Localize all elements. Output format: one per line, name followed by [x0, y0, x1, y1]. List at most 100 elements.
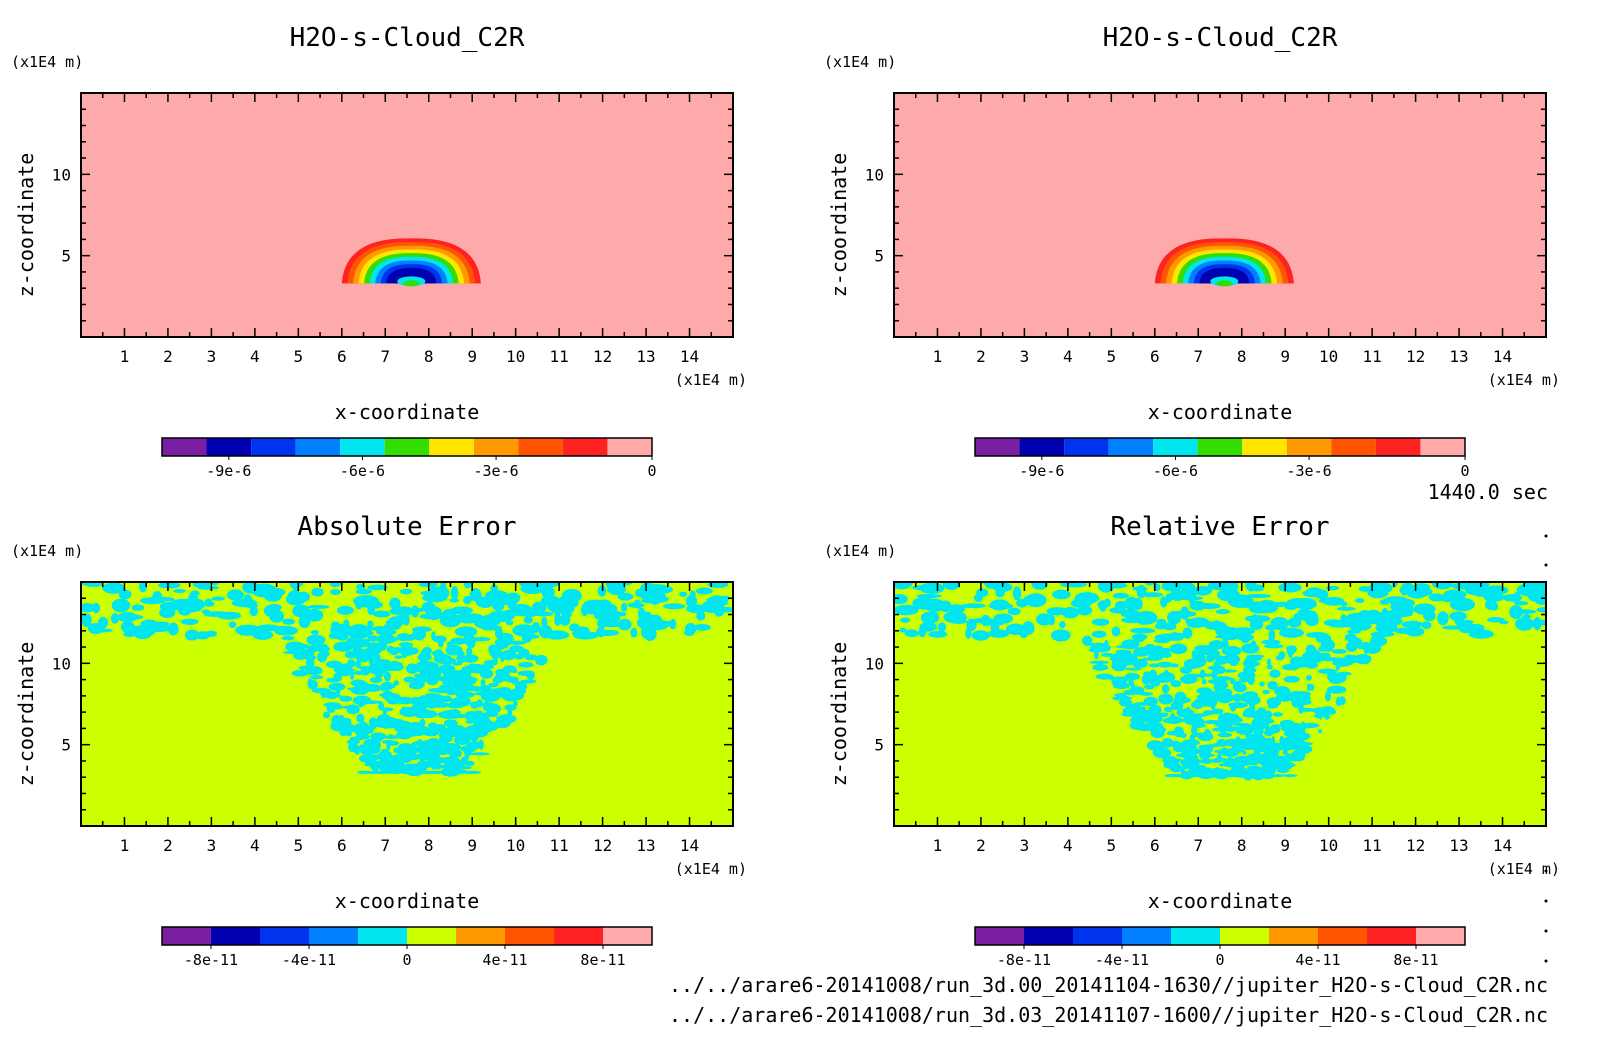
x-tick-label: 13 — [1449, 347, 1468, 366]
x-axis-label: x-coordinate — [1148, 400, 1293, 424]
colorbar-tick-label: -9e-6 — [1019, 462, 1064, 480]
error-speckle — [466, 646, 473, 656]
error-speckle — [1286, 736, 1305, 747]
error-speckle — [300, 617, 308, 626]
error-speckle — [512, 700, 518, 707]
error-speckle — [1399, 584, 1422, 596]
colorbar-segment — [358, 927, 407, 945]
dot-mark — [1544, 563, 1548, 567]
x-tick-label: 11 — [550, 836, 569, 855]
error-speckle — [1336, 671, 1352, 676]
error-speckle — [469, 770, 479, 774]
x-tick-label: 7 — [380, 347, 390, 366]
error-speckle — [1232, 722, 1251, 727]
error-speckle — [904, 630, 920, 638]
error-speckle — [192, 582, 205, 588]
error-speckle — [1196, 694, 1213, 700]
colorbar-segment — [206, 438, 252, 456]
error-speckle — [377, 759, 387, 771]
colorbar-segment — [1064, 438, 1109, 456]
x-tick-label: 12 — [1406, 836, 1425, 855]
error-speckle — [398, 634, 410, 642]
error-speckle — [204, 630, 217, 638]
error-speckle — [918, 626, 927, 638]
error-speckle — [522, 634, 540, 640]
error-speckle — [483, 660, 495, 665]
colorbar-segment — [295, 438, 341, 456]
error-speckle — [1245, 769, 1264, 776]
error-speckle — [369, 761, 375, 769]
error-speckle — [1305, 675, 1312, 681]
error-speckle — [292, 604, 310, 618]
colorbar-tick-label: -6e-6 — [1153, 462, 1198, 480]
error-speckle — [501, 649, 517, 661]
error-speckle — [1227, 769, 1234, 776]
error-speckle — [1229, 703, 1237, 712]
error-speckle — [1189, 600, 1206, 611]
error-speckle — [943, 610, 967, 624]
error-speckle — [1129, 686, 1145, 694]
error-speckle — [1178, 718, 1198, 723]
error-speckle — [408, 633, 422, 639]
plot-area — [81, 93, 733, 337]
error-speckle — [461, 680, 473, 685]
error-speckle — [1377, 613, 1394, 621]
error-speckle — [617, 618, 632, 631]
error-speckle — [305, 666, 323, 676]
error-speckle — [228, 621, 237, 628]
error-speckle — [1241, 644, 1259, 649]
error-speckle — [488, 610, 515, 623]
error-speckle — [1247, 674, 1255, 685]
error-speckle — [367, 584, 388, 591]
error-speckle — [1129, 721, 1146, 731]
error-speckle — [1089, 645, 1110, 650]
error-speckle — [145, 624, 157, 636]
x-tick-label: 12 — [593, 347, 612, 366]
y-tick-label: 5 — [874, 736, 884, 755]
error-speckle — [540, 595, 561, 607]
y-tick-label: 10 — [52, 654, 71, 673]
error-speckle — [1236, 759, 1245, 769]
error-speckle — [1287, 617, 1302, 628]
error-speckle — [1306, 683, 1312, 692]
error-speckle — [973, 593, 983, 602]
error-speckle — [1390, 612, 1413, 618]
error-speckle — [1216, 722, 1231, 729]
x-tick-label: 4 — [250, 836, 260, 855]
colorbar-segment — [607, 438, 652, 456]
x-tick-label: 4 — [1063, 347, 1073, 366]
x-tick-label: 5 — [294, 836, 304, 855]
colorbar-segment — [456, 927, 505, 945]
error-speckle — [1152, 747, 1172, 759]
error-speckle — [1023, 595, 1041, 603]
colorbar-segment — [162, 927, 211, 945]
error-speckle — [1128, 675, 1134, 687]
error-speckle — [184, 629, 200, 641]
error-speckle — [1325, 585, 1340, 591]
error-speckle — [1182, 748, 1191, 754]
error-speckle — [340, 695, 349, 701]
error-speckle — [1245, 593, 1272, 599]
error-speckle — [961, 603, 986, 609]
error-speckle — [1451, 582, 1474, 590]
error-speckle — [372, 653, 381, 662]
error-speckle — [409, 696, 423, 705]
error-speckle — [1016, 598, 1029, 608]
x-axis-label: x-coordinate — [335, 889, 480, 913]
error-speckle — [371, 739, 381, 751]
error-speckle — [919, 582, 945, 594]
error-speckle — [1439, 595, 1456, 603]
error-speckle — [274, 625, 298, 636]
error-speckle — [894, 604, 919, 616]
colorbar: -9e-6 -6e-6 -3e-6 0 — [161, 437, 657, 480]
error-speckle — [480, 678, 486, 687]
colorbar-segment — [1416, 927, 1465, 945]
x-tick-label: 7 — [1193, 347, 1203, 366]
cloud-core — [1216, 280, 1233, 287]
error-speckle — [1182, 627, 1193, 639]
error-speckle — [1165, 593, 1174, 602]
error-speckle — [1140, 592, 1164, 598]
colorbar-segment — [162, 438, 207, 456]
error-speckle — [1344, 654, 1354, 663]
